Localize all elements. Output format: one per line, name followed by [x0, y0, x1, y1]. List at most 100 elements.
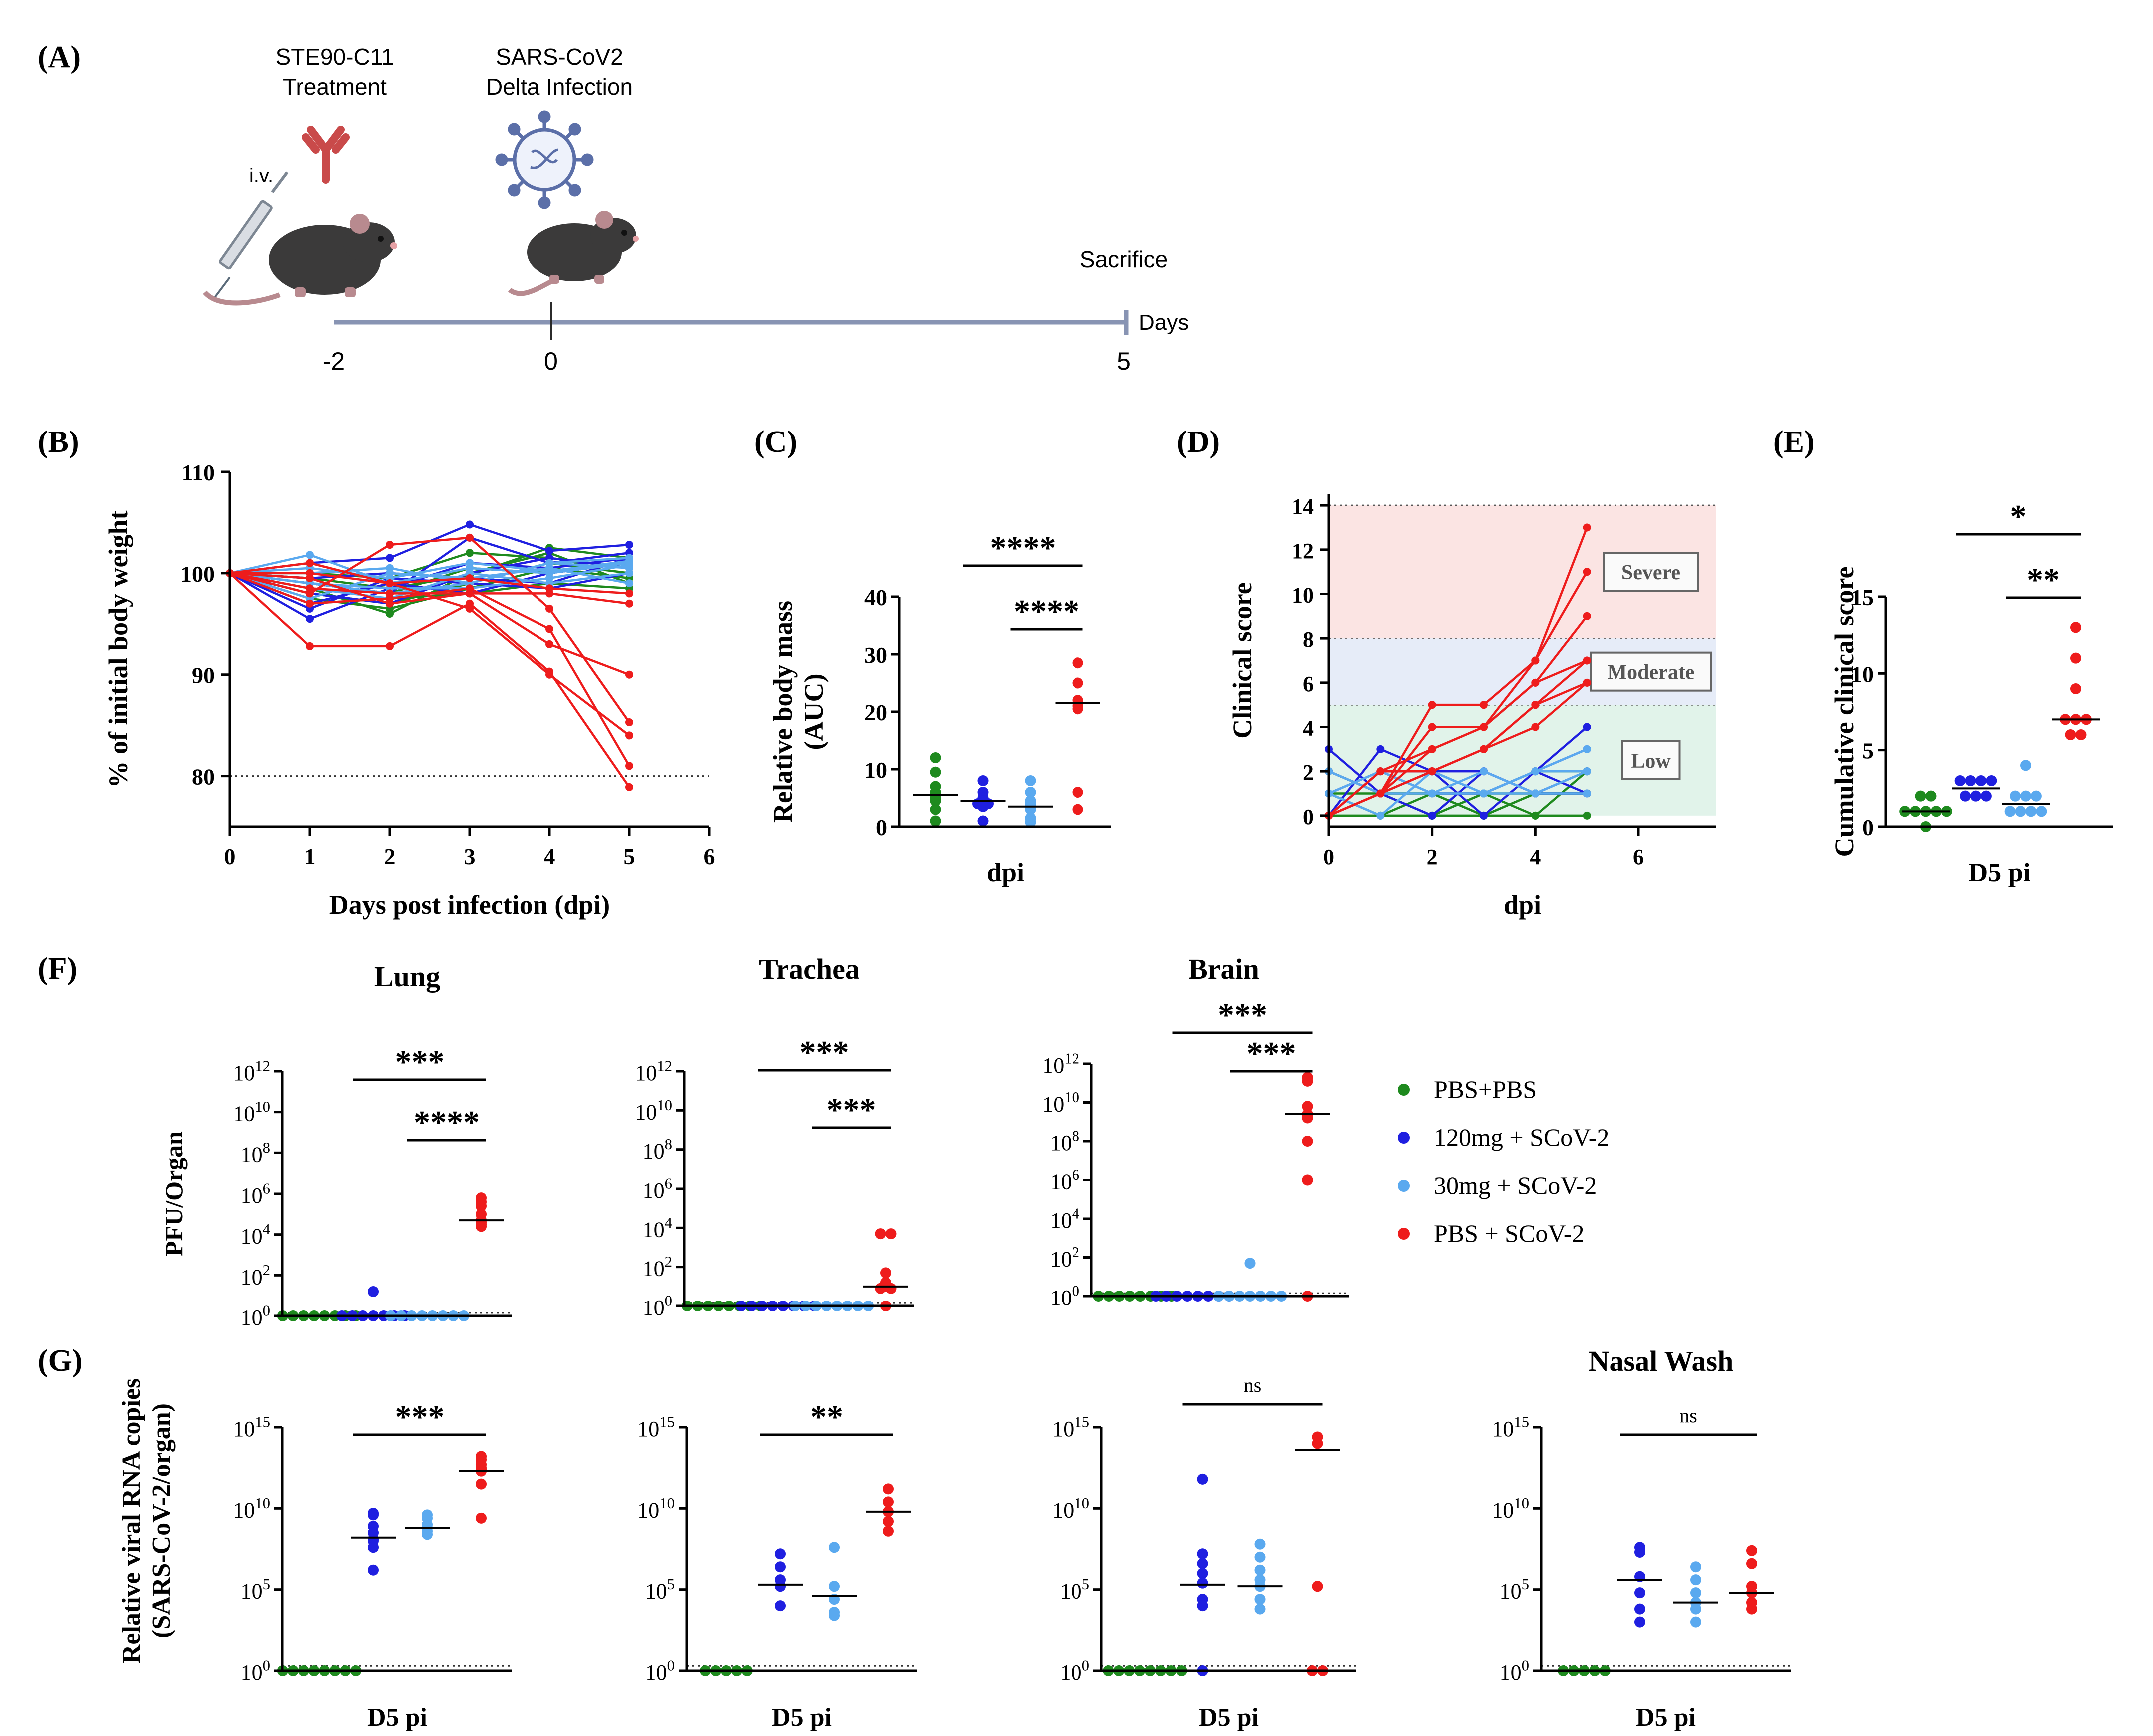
- data-point-pbs_scov: [306, 569, 314, 577]
- data-point-pbs_scov: [625, 718, 633, 727]
- data-point-mg30: [2010, 790, 2021, 802]
- y-axis-label: Relative viral RNA copies: [117, 1378, 146, 1663]
- data-point-mg30: [2025, 806, 2037, 817]
- significance-label: ****: [1014, 593, 1079, 630]
- panel-letter-f: (F): [38, 952, 77, 986]
- y-tick-label: 10: [1851, 661, 1874, 687]
- x-tick-label: 2: [384, 844, 396, 869]
- data-point-pbs_scov: [880, 1267, 891, 1279]
- y-tick-label: 1010: [1052, 1495, 1089, 1522]
- data-point-mg30: [1254, 1538, 1266, 1550]
- data-point-mg120: [1634, 1603, 1645, 1615]
- band-label-low: Low: [1631, 750, 1671, 773]
- data-point-pbs_scov: [1072, 677, 1083, 689]
- y-tick-label: 1012: [635, 1058, 672, 1085]
- data-point-pbs_scov: [883, 1516, 894, 1527]
- data-point-mg30: [306, 551, 314, 559]
- data-point-pbs_scov: [386, 541, 394, 549]
- data-point-mg120: [1634, 1587, 1645, 1599]
- band-label-box-severe: [1603, 552, 1699, 592]
- significance-label: ***: [1247, 1035, 1296, 1072]
- data-point-mg120: [1975, 775, 1987, 786]
- data-point-pbs_scov: [1376, 767, 1385, 776]
- y-tick-label: 105: [1500, 1576, 1529, 1603]
- data-point-mg30: [625, 561, 633, 569]
- x-tick-label: 3: [464, 844, 476, 869]
- legend: PBS+PBS 120mg + SCoV-2 30mg + SCoV-2 PBS…: [1398, 1075, 1609, 1247]
- data-point-pbs_scov: [1376, 789, 1385, 798]
- y-tick-label: 1015: [1492, 1414, 1529, 1441]
- y-tick-label: 10: [1292, 583, 1314, 608]
- series-line-mg120: [229, 572, 630, 610]
- band-label-box-moderate: [1590, 651, 1712, 692]
- data-point-mg30: [422, 1529, 433, 1540]
- x-tick-label: 1: [304, 844, 316, 869]
- significance-label: *: [2010, 498, 2027, 535]
- data-point-mg30: [1254, 1564, 1266, 1576]
- data-point-pbs_scov: [2075, 729, 2087, 740]
- y-tick-label: 100: [241, 1302, 270, 1330]
- data-point-pbs_pbs: [1925, 790, 1937, 802]
- data-point-pbs_scov: [625, 783, 633, 791]
- x-tick-label: 0: [224, 844, 236, 869]
- y-tick-label: 20: [864, 700, 887, 725]
- significance-label: ***: [827, 1092, 876, 1128]
- series-line-pbs_scov: [229, 572, 630, 676]
- x-axis-label: dpi: [987, 858, 1024, 887]
- data-point-pbs_scov: [1428, 701, 1436, 709]
- series-line-pbs_scov: [229, 572, 630, 605]
- y-tick-label: 104: [241, 1221, 270, 1248]
- data-point-pbs_scov: [1746, 1603, 1757, 1615]
- y-tick-label: 4: [1303, 716, 1314, 741]
- data-point-mg30: [1254, 1551, 1266, 1563]
- data-point-pbs_scov: [625, 731, 633, 740]
- data-point-mg120: [1965, 775, 1976, 786]
- data-point-mg30: [2030, 790, 2042, 802]
- data-point-mg120: [1954, 775, 1966, 786]
- y-tick-label: 80: [192, 764, 215, 790]
- days-label: Days: [1139, 310, 1189, 335]
- data-point-mg120: [368, 1509, 379, 1521]
- y-tick-label: 108: [1050, 1128, 1079, 1155]
- data-point-pbs_scov: [885, 1283, 897, 1294]
- y-tick-label: 104: [643, 1214, 672, 1242]
- legend-marker-pbs-scov: [1398, 1228, 1410, 1240]
- legend-marker-30mg: [1398, 1180, 1410, 1192]
- data-point-mg30: [1531, 767, 1540, 776]
- series-line-pbs_scov: [230, 572, 630, 595]
- series-line-pbs_scov: [229, 562, 630, 737]
- band-label-box-low: [1621, 740, 1681, 780]
- timeline-tick-5: 5: [1117, 347, 1131, 375]
- data-point-pbs_scov: [1583, 523, 1591, 532]
- data-point-pbs_scov: [1583, 568, 1591, 576]
- significance-label: ***: [395, 1399, 445, 1435]
- data-point-pbs_scov: [476, 1478, 487, 1490]
- data-point-pbs_scov: [386, 599, 394, 608]
- data-point-mg120: [368, 1286, 379, 1297]
- timeline-tick-minus2: -2: [323, 347, 345, 375]
- x-axis-label: D5 pi: [1199, 1703, 1259, 1732]
- data-point-pbs_scov: [1480, 701, 1488, 709]
- y-axis-label: % of initial body weight: [103, 510, 133, 788]
- chart-d-clinical-score: Low Moderate Severe 0 2 4 6 8 10 12 14 0 2 4 6 dpi Clini…: [1227, 494, 1716, 920]
- data-point-pbs_scov: [1072, 787, 1083, 798]
- data-point-pbs_scov: [306, 559, 314, 567]
- series-line-pbs_scov: [229, 536, 630, 723]
- data-point-pbs_pbs: [1915, 790, 1926, 802]
- virus-icon: [495, 110, 594, 209]
- data-point-mg120: [977, 815, 989, 827]
- series-line-pbs_scov: [1328, 681, 1588, 817]
- y-tick-label: 30: [864, 642, 887, 668]
- data-point-mg30: [1690, 1587, 1701, 1599]
- panel-letter-b: (B): [38, 425, 79, 459]
- data-point-mg120: [368, 1542, 379, 1553]
- data-point-pbs_pbs: [930, 804, 941, 815]
- data-point-pbs_scov: [466, 574, 474, 582]
- y-tick-label: 90: [192, 663, 215, 688]
- data-point-pbs_pbs: [930, 815, 941, 827]
- y-tick-label: 100: [1060, 1657, 1089, 1685]
- data-point-mg30: [2004, 806, 2016, 817]
- panel-letter-d: (D): [1177, 425, 1220, 459]
- data-point-pbs_scov: [1072, 703, 1083, 715]
